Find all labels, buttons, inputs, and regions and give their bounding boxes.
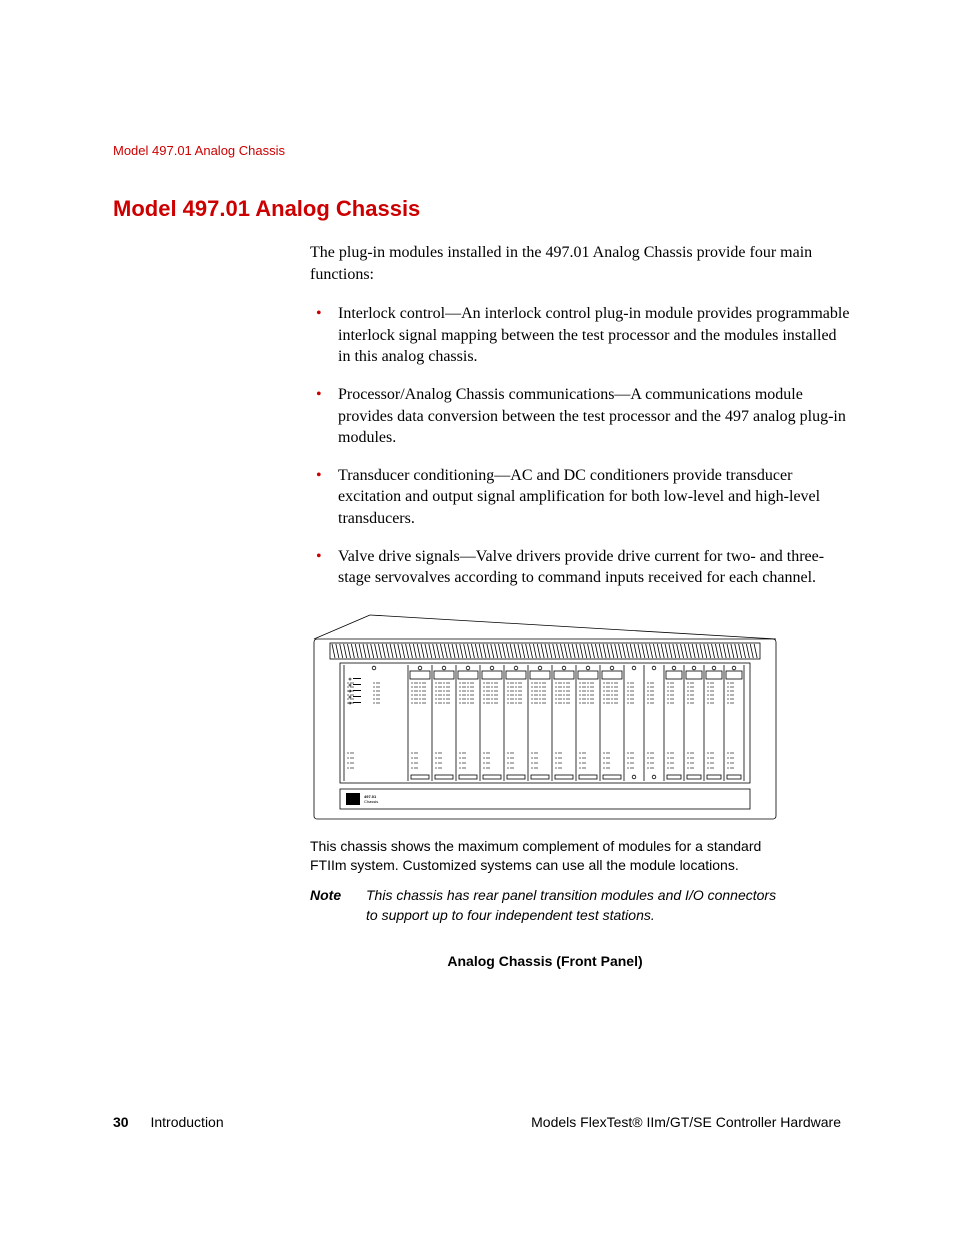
running-head: Model 497.01 Analog Chassis [113,143,841,158]
figure-title: Analog Chassis (Front Panel) [310,953,780,969]
chassis-line-drawing: 497.01Chassis [310,613,780,823]
svg-text:Chassis: Chassis [364,799,378,804]
note-label: Note [310,886,366,925]
footer-chapter: Introduction [150,1114,223,1130]
bullet-item: Interlock control—An interlock control p… [310,303,850,368]
figure-caption: This chassis shows the maximum complemen… [310,837,780,876]
page-footer: 30 Introduction Models FlexTest® IIm/GT/… [113,1114,841,1130]
bullet-item: Transducer conditioning—AC and DC condit… [310,465,850,530]
note-text: This chassis has rear panel transition m… [366,886,780,925]
section-title: Model 497.01 Analog Chassis [113,196,841,222]
intro-paragraph: The plug-in modules installed in the 497… [310,242,850,285]
bullet-list: Interlock control—An interlock control p… [310,303,850,589]
footer-left: 30 Introduction [113,1114,224,1130]
body-column: The plug-in modules installed in the 497… [310,242,850,589]
bullet-item: Processor/Analog Chassis communications—… [310,384,850,449]
page-number: 30 [113,1114,129,1130]
footer-doc-title: Models FlexTest® IIm/GT/SE Controller Ha… [531,1114,841,1130]
figure-note: Note This chassis has rear panel transit… [310,886,780,925]
chassis-figure: 497.01Chassis This chassis shows the max… [310,613,780,925]
bullet-item: Valve drive signals—Valve drivers provid… [310,546,850,589]
document-page: Model 497.01 Analog Chassis Model 497.01… [0,0,954,1235]
